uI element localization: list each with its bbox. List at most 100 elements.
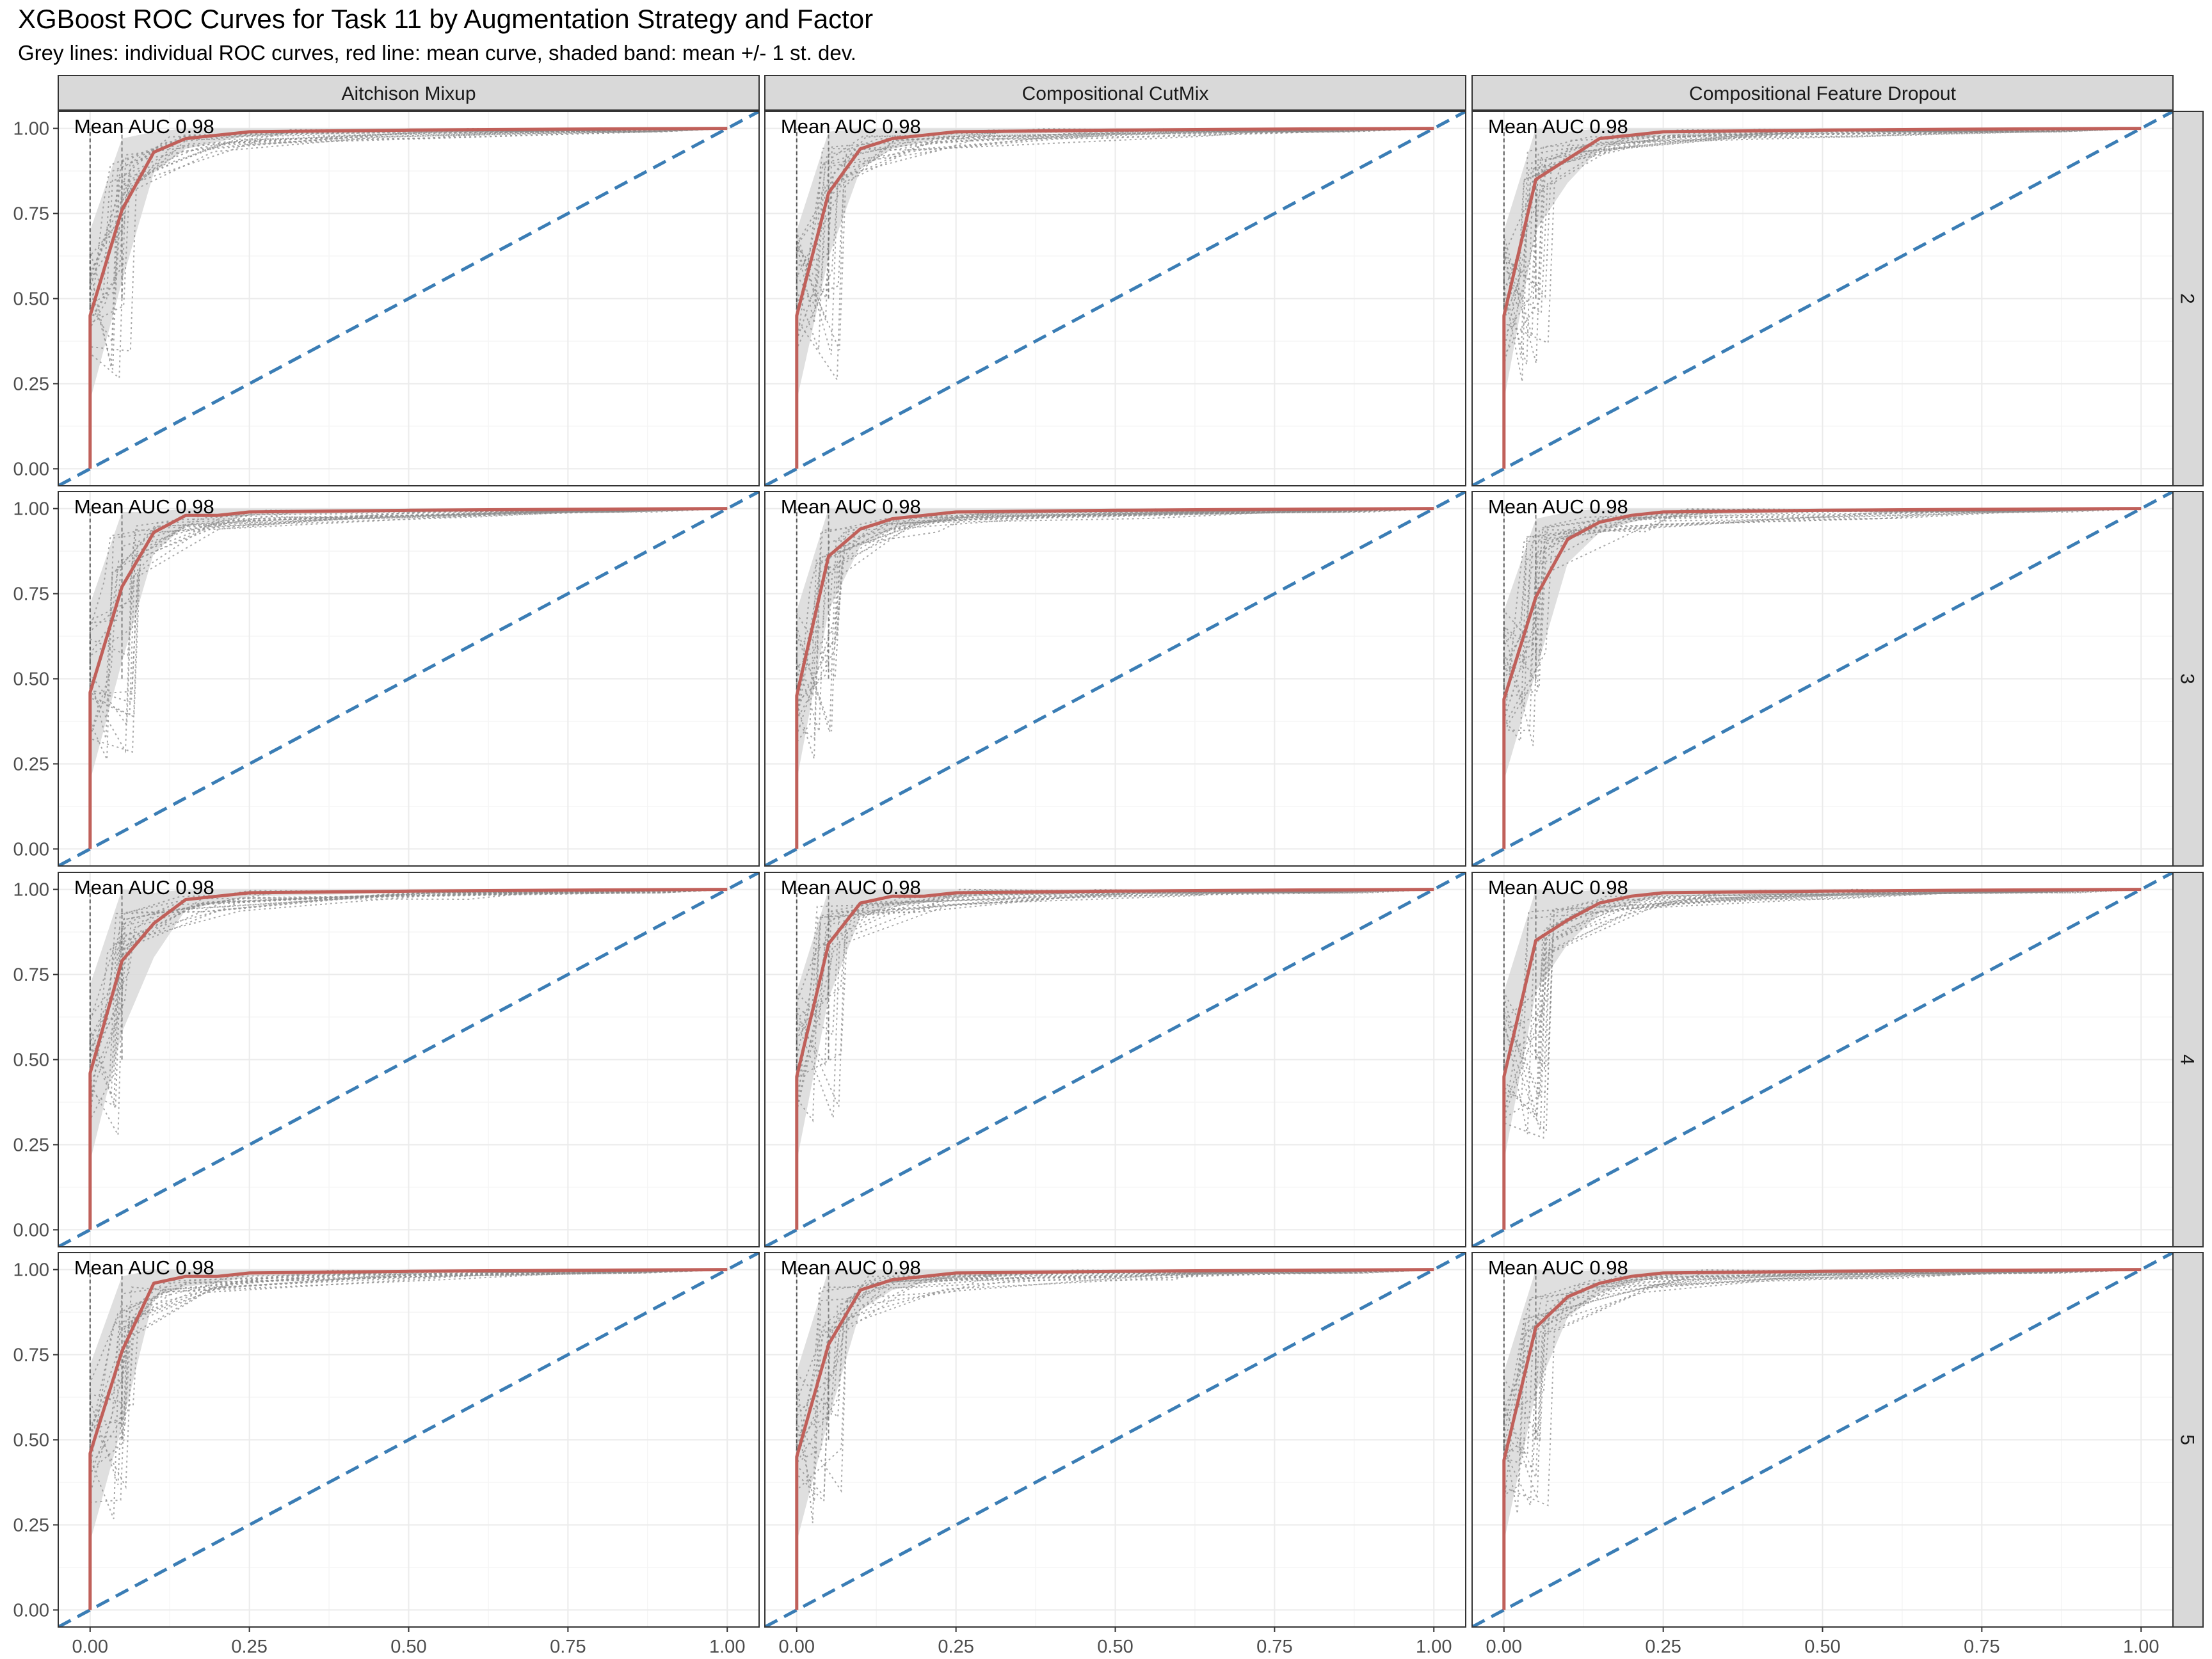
individual-roc-curve bbox=[89, 127, 728, 469]
individual-roc-curve bbox=[1503, 888, 2142, 1230]
panel-border bbox=[764, 1252, 1466, 1628]
panel-plot-area bbox=[1472, 492, 2173, 866]
individual-roc-curve bbox=[1503, 508, 2142, 849]
individual-roc-curve bbox=[1503, 1269, 2142, 1610]
mean-auc-annotation: Mean AUC 0.98 bbox=[74, 115, 214, 138]
individual-roc-curve bbox=[1503, 1269, 2142, 1610]
individual-roc-curve bbox=[796, 888, 1434, 1230]
facet-strip-row-label: 2 bbox=[2177, 293, 2198, 304]
mean-roc-curve bbox=[1502, 1268, 2142, 1610]
y-tick-label: 0.25 bbox=[13, 1135, 49, 1155]
individual-roc-curve bbox=[1503, 127, 2142, 469]
mean-roc-curve bbox=[88, 507, 728, 849]
y-tick-label: 0.75 bbox=[13, 1345, 49, 1366]
individual-roc-curve bbox=[89, 508, 728, 849]
facet-strip-col bbox=[764, 75, 1466, 111]
individual-roc-curve bbox=[1503, 508, 2142, 849]
y-tick-label: 0.75 bbox=[13, 965, 49, 986]
facet-panel: Mean AUC 0.98 bbox=[1471, 111, 2174, 486]
facet-panel: Mean AUC 0.98 bbox=[58, 1252, 760, 1628]
y-tick-label: 0.50 bbox=[13, 1050, 49, 1071]
x-tick-label: 0.50 bbox=[1097, 1637, 1133, 1657]
panel-border bbox=[58, 1252, 760, 1628]
facet-panel: Mean AUC 0.98 bbox=[764, 872, 1466, 1247]
chart-title: XGBoost ROC Curves for Task 11 by Augmen… bbox=[18, 4, 874, 34]
individual-roc-curve bbox=[89, 127, 728, 469]
individual-roc-curve bbox=[796, 888, 1434, 1230]
mean-auc-annotation: Mean AUC 0.98 bbox=[74, 495, 214, 518]
individual-roc-curve bbox=[1503, 888, 2142, 1230]
mean-roc-curve bbox=[1502, 127, 2142, 469]
panel-border bbox=[764, 491, 1466, 867]
individual-roc-curve bbox=[1503, 127, 2142, 469]
chance-diagonal-line bbox=[765, 872, 1466, 1247]
panel-border bbox=[1471, 872, 2174, 1247]
chance-diagonal-line bbox=[58, 111, 759, 486]
y-tick-label: 0.25 bbox=[13, 374, 49, 394]
individual-roc-curve bbox=[1503, 1269, 2142, 1610]
individual-roc-curve bbox=[1503, 888, 2142, 1230]
individual-roc-curves bbox=[796, 888, 1434, 1230]
y-tick-label: 0.50 bbox=[13, 1431, 49, 1451]
individual-roc-curve bbox=[796, 127, 1434, 469]
x-tick-label: 0.00 bbox=[72, 1637, 108, 1657]
individual-roc-curve bbox=[1503, 1269, 2142, 1610]
individual-roc-curve bbox=[1503, 1269, 2142, 1610]
individual-roc-curve bbox=[89, 508, 728, 849]
panel-border bbox=[1471, 491, 2174, 867]
individual-roc-curve bbox=[1503, 508, 2142, 849]
individual-roc-curve bbox=[796, 127, 1434, 469]
individual-roc-curve bbox=[89, 508, 728, 849]
panel-plot-area bbox=[1472, 872, 2173, 1247]
individual-roc-curve bbox=[89, 1269, 728, 1610]
individual-roc-curve bbox=[1503, 508, 2142, 849]
individual-roc-curve bbox=[1503, 508, 2142, 849]
mean-roc-curve bbox=[88, 1268, 728, 1610]
facet-strip-row-label: 4 bbox=[2177, 1054, 2198, 1065]
facet-strip-col-label: Compositional CutMix bbox=[1022, 83, 1209, 104]
panel-plot-area bbox=[1472, 111, 2173, 486]
individual-roc-curve bbox=[796, 1269, 1434, 1610]
x-tick-label: 0.75 bbox=[1256, 1637, 1292, 1657]
facet-panel: Mean AUC 0.98 bbox=[58, 111, 760, 486]
y-tick-label: 0.25 bbox=[13, 1515, 49, 1535]
individual-roc-curve bbox=[796, 888, 1434, 1230]
mean-roc-curve bbox=[88, 888, 728, 1230]
individual-roc-curve bbox=[796, 508, 1434, 849]
individual-roc-curve bbox=[1503, 508, 2142, 849]
individual-roc-curve bbox=[89, 1269, 728, 1610]
individual-roc-curve bbox=[796, 508, 1434, 849]
individual-roc-curve bbox=[796, 127, 1434, 469]
individual-roc-curve bbox=[1503, 508, 2142, 849]
facet-strip-row bbox=[2168, 111, 2204, 486]
individual-roc-curve bbox=[1503, 888, 2142, 1230]
x-tick-label: 1.00 bbox=[1416, 1637, 1452, 1657]
individual-roc-curves bbox=[89, 1269, 728, 1610]
individual-roc-curve bbox=[89, 888, 728, 1230]
y-tick-label: 0.50 bbox=[13, 669, 49, 690]
chance-diagonal-line bbox=[58, 872, 759, 1247]
individual-roc-curves bbox=[796, 127, 1434, 469]
panel-plot-area bbox=[58, 492, 759, 866]
individual-roc-curve bbox=[1503, 1269, 2142, 1610]
mean-roc-curve bbox=[88, 127, 728, 469]
individual-roc-curve bbox=[89, 888, 728, 1230]
mean-auc-annotation: Mean AUC 0.98 bbox=[74, 1256, 214, 1279]
individual-roc-curve bbox=[89, 1269, 728, 1610]
facet-strip-row-label: 5 bbox=[2177, 1434, 2198, 1445]
individual-roc-curve bbox=[796, 888, 1434, 1230]
individual-roc-curve bbox=[1503, 1269, 2142, 1610]
individual-roc-curve bbox=[796, 1269, 1434, 1610]
sd-band bbox=[1503, 508, 2142, 849]
chance-diagonal-line bbox=[58, 1253, 759, 1627]
y-tick-label: 0.75 bbox=[13, 584, 49, 605]
individual-roc-curve bbox=[1503, 127, 2142, 469]
mean-roc-curve bbox=[1502, 507, 2142, 849]
panel-plot-area bbox=[765, 492, 1466, 866]
panel-plot-area bbox=[58, 1253, 759, 1627]
mean-auc-annotation: Mean AUC 0.98 bbox=[74, 876, 214, 899]
individual-roc-curve bbox=[796, 508, 1434, 849]
individual-roc-curve bbox=[89, 888, 728, 1230]
mean-auc-annotation: Mean AUC 0.98 bbox=[781, 495, 921, 518]
x-tick-label: 1.00 bbox=[2123, 1637, 2159, 1657]
